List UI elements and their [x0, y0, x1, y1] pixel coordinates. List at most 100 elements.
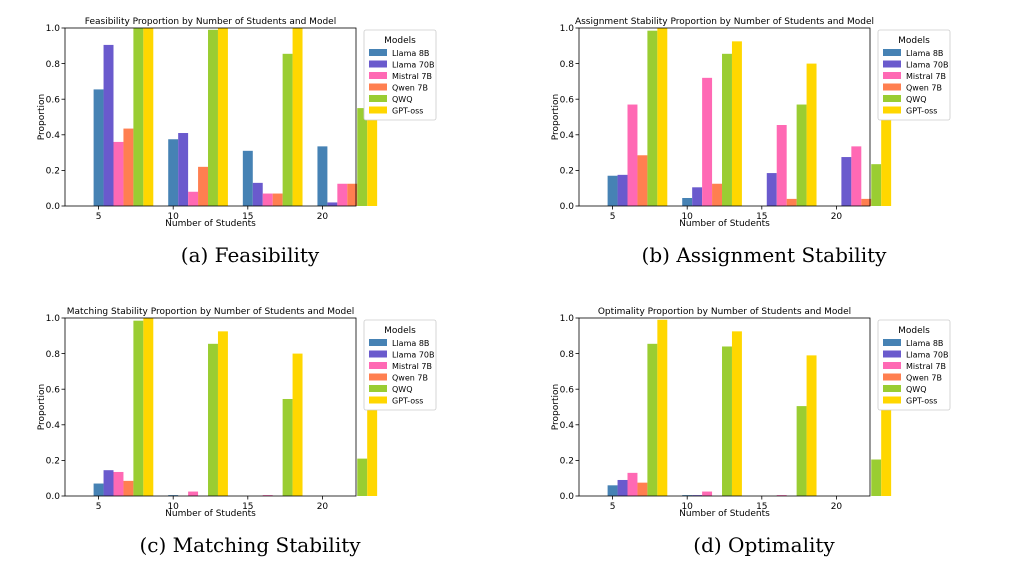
- bar-gpt-oss-20: [367, 404, 378, 496]
- chart-matching-stability: Matching Stability Proportion by Number …: [37, 307, 437, 519]
- bar-llama-8b-5: [93, 483, 104, 496]
- bar-qwen-7b-20: [861, 198, 872, 206]
- bar-gpt-oss-15: [806, 63, 817, 206]
- legend-label-qwen-7b: Qwen 7B: [906, 84, 942, 93]
- legend-swatch-llama-8b: [369, 339, 387, 346]
- legend-label-mistral-7b: Mistral 7B: [392, 72, 432, 81]
- bar-llama-70b-5: [617, 479, 628, 496]
- legend-label-mistral-7b: Mistral 7B: [906, 362, 946, 371]
- legend-label-qwq: QWQ: [392, 385, 413, 394]
- bar-qwen-7b-5: [123, 480, 134, 496]
- bar-gpt-oss-10: [217, 331, 228, 496]
- bar-mistral-7b-5: [627, 472, 638, 496]
- legend-label-qwq: QWQ: [906, 95, 927, 104]
- legend-swatch-gpt-oss: [883, 106, 901, 114]
- bar-gpt-oss-5: [657, 28, 668, 206]
- legend: Models Llama 8B Llama 70B Mistral 7B Qwen 7B…: [363, 319, 437, 411]
- legend-swatch-qwen-7b: [883, 373, 901, 381]
- legend-label-gpt-oss: GPT-oss: [906, 107, 937, 116]
- chart-optimality: Optimality Proportion by Number of Stude…: [551, 307, 951, 519]
- bar-gpt-oss-20: [881, 109, 892, 206]
- bar-gpt-oss-5: [143, 318, 154, 496]
- y-axis-label: Proportion: [551, 94, 561, 140]
- x-tick-label: 15: [242, 502, 253, 512]
- x-tick-label: 5: [96, 212, 102, 222]
- legend: Models Llama 8B Llama 70B Mistral 7B Qwen 7B…: [363, 29, 437, 121]
- legend-swatch-llama-8b: [883, 49, 901, 56]
- bar-mistral-7b-5: [627, 104, 638, 206]
- bar-gpt-oss-10: [731, 331, 742, 496]
- bar-qwq-5: [133, 320, 144, 496]
- legend-swatch-qwq: [369, 385, 387, 392]
- legend-swatch-llama-70b: [369, 60, 387, 68]
- y-axis-label: Proportion: [37, 94, 47, 140]
- legend-label-llama-8b: Llama 8B: [392, 339, 429, 348]
- legend-swatch-qwen-7b: [369, 83, 387, 91]
- plot-frame: [64, 27, 357, 207]
- bar-qwen-7b-15: [272, 193, 283, 206]
- bar-gpt-oss-15: [292, 353, 303, 496]
- bar-mistral-7b-15: [262, 193, 273, 206]
- chart-title: Assignment Stability Proportion by Numbe…: [575, 17, 874, 27]
- bar-gpt-oss-10: [731, 41, 742, 206]
- legend-title: Models: [384, 36, 416, 46]
- bar-qwq-10: [208, 343, 218, 496]
- x-axis-label: Number of Students: [165, 219, 256, 229]
- y-tick-label: 0.6: [560, 385, 575, 395]
- bar-qwen-7b-10: [198, 166, 209, 206]
- bar-qwq-15: [796, 104, 807, 206]
- caption-feasibility: (a) Feasibility: [180, 243, 320, 267]
- bar-qwq-10: [722, 346, 732, 496]
- y-tick-label: 0.8: [46, 60, 61, 70]
- bar-qwq-5: [647, 30, 658, 207]
- y-tick-label: 0.0: [46, 202, 61, 212]
- bar-llama-8b-5: [607, 485, 618, 496]
- x-tick-label: 20: [317, 212, 329, 222]
- bar-llama-70b-10: [692, 187, 703, 206]
- bar-llama-70b-20: [327, 202, 338, 206]
- chart-panel-matching-stability: Matching Stability Proportion by Number …: [0, 290, 500, 572]
- y-tick-label: 0.2: [46, 457, 60, 467]
- y-tick-label: 0.4: [560, 421, 575, 431]
- bar-gpt-oss-15: [806, 355, 817, 496]
- bar-mistral-7b-10: [188, 191, 199, 206]
- legend-title: Models: [898, 326, 930, 336]
- legend-label-qwen-7b: Qwen 7B: [906, 374, 942, 383]
- caption-assignment-stability: (b) Assignment Stability: [641, 243, 887, 267]
- bar-qwq-5: [647, 343, 658, 496]
- y-tick-label: 0.6: [560, 95, 575, 105]
- bar-gpt-oss-5: [657, 319, 668, 496]
- legend-label-gpt-oss: GPT-oss: [906, 397, 937, 406]
- bar-llama-70b-15: [766, 173, 777, 206]
- y-tick-label: 1.0: [46, 314, 61, 324]
- bar-llama-8b-5: [607, 175, 618, 206]
- y-tick-label: 0.2: [560, 167, 574, 177]
- x-axis-label: Number of Students: [679, 219, 770, 229]
- legend-swatch-qwq: [369, 95, 387, 102]
- bar-gpt-oss-20: [367, 36, 378, 207]
- legend-swatch-qwen-7b: [883, 83, 901, 91]
- bar-mistral-7b-10: [702, 77, 713, 206]
- x-tick-label: 5: [610, 212, 616, 222]
- bar-qwq-15: [282, 53, 293, 207]
- legend-swatch-llama-8b: [883, 339, 901, 346]
- y-axis-label: Proportion: [551, 384, 561, 430]
- legend-title: Models: [384, 326, 416, 336]
- y-tick-label: 0.4: [560, 131, 575, 141]
- legend-label-llama-8b: Llama 8B: [906, 339, 943, 348]
- legend-label-qwen-7b: Qwen 7B: [392, 84, 428, 93]
- legend-swatch-llama-70b: [369, 350, 387, 358]
- bar-qwen-7b-10: [712, 183, 723, 206]
- bar-mistral-7b-20: [337, 183, 348, 206]
- bar-qwq-5: [133, 28, 144, 206]
- bar-mistral-7b-15: [776, 495, 787, 496]
- chart-title: Matching Stability Proportion by Number …: [67, 307, 354, 317]
- x-tick-label: 10: [167, 502, 179, 512]
- plot-frame: [64, 317, 357, 497]
- x-tick-label: 10: [167, 212, 179, 222]
- bar-mistral-7b-10: [188, 491, 199, 496]
- bar-gpt-oss-15: [292, 28, 303, 206]
- y-tick-label: 0.0: [560, 492, 575, 502]
- chart-title: Optimality Proportion by Number of Stude…: [598, 307, 851, 317]
- bar-qwen-7b-20: [347, 183, 358, 206]
